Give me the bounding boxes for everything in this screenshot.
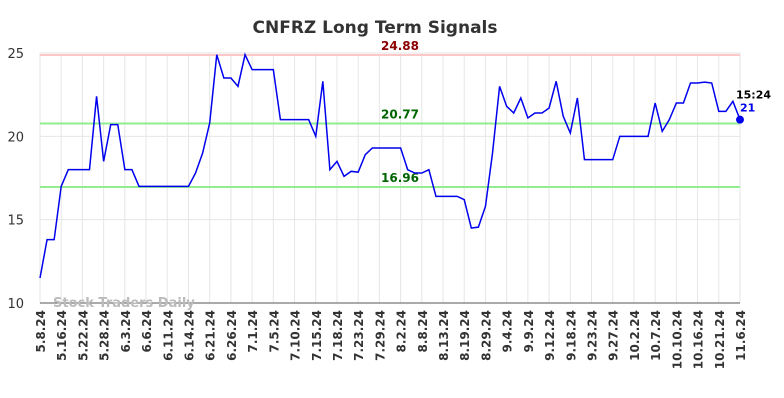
- x-tick-label: 9.27.24: [607, 310, 621, 361]
- x-tick-label: 7.18.24: [331, 310, 345, 361]
- last-value-label: 21: [740, 102, 755, 115]
- x-tick-label: 7.5.24: [267, 310, 281, 353]
- x-tick-label: 9.23.24: [586, 310, 600, 361]
- y-tick-label: 25: [7, 47, 24, 62]
- x-tick-label: 5.28.24: [98, 310, 112, 361]
- x-tick-label: 10.10.24: [670, 310, 684, 369]
- x-tick-label: 10.21.24: [713, 310, 727, 369]
- x-tick-label: 8.29.24: [479, 310, 493, 361]
- x-tick-label: 10.2.24: [628, 310, 642, 361]
- x-tick-label: 9.9.24: [522, 310, 536, 353]
- x-tick-label: 8.19.24: [458, 310, 472, 361]
- x-tick-label: 11.6.24: [734, 310, 748, 361]
- y-tick-label: 20: [7, 130, 24, 145]
- watermark: Stock Traders Daily: [53, 296, 195, 311]
- x-tick-label: 7.15.24: [310, 310, 324, 361]
- signal-label: 20.77: [381, 108, 419, 122]
- x-tick-label: 6.21.24: [204, 310, 218, 361]
- signal-label: 16.96: [381, 171, 419, 185]
- x-tick-label: 7.23.24: [352, 310, 366, 361]
- x-tick-label: 10.7.24: [649, 310, 663, 361]
- x-tick-label: 5.8.24: [34, 310, 48, 353]
- x-tick-label: 6.3.24: [119, 310, 133, 353]
- y-tick-label: 10: [7, 297, 24, 312]
- price-line: [39, 52, 741, 279]
- x-tick-label: 6.11.24: [161, 310, 175, 361]
- signal-label: 24.88: [381, 39, 419, 53]
- last-point: [736, 115, 744, 124]
- x-tick-label: 5.16.24: [55, 310, 69, 361]
- chart-title: CNFRZ Long Term Signals: [253, 18, 498, 38]
- x-tick-label: 9.18.24: [564, 310, 578, 361]
- x-tick-label: 5.22.24: [76, 310, 90, 361]
- x-tick-label: 8.13.24: [437, 310, 451, 361]
- last-time-label: 15:24: [736, 89, 771, 102]
- x-tick-label: 7.29.24: [373, 310, 387, 361]
- x-tick-label: 10.16.24: [692, 310, 706, 369]
- y-tick-label: 15: [7, 214, 24, 229]
- x-tick-label: 6.26.24: [225, 310, 239, 361]
- x-tick-label: 8.2.24: [395, 310, 409, 353]
- x-tick-label: 8.8.24: [416, 310, 430, 353]
- x-tick-label: 9.4.24: [501, 310, 515, 353]
- x-tick-label: 9.12.24: [543, 310, 557, 361]
- x-tick-label: 7.1.24: [246, 310, 260, 353]
- x-tick-label: 6.14.24: [182, 310, 196, 361]
- x-tick-label: 6.6.24: [140, 310, 154, 353]
- x-tick-label: 7.10.24: [289, 310, 303, 361]
